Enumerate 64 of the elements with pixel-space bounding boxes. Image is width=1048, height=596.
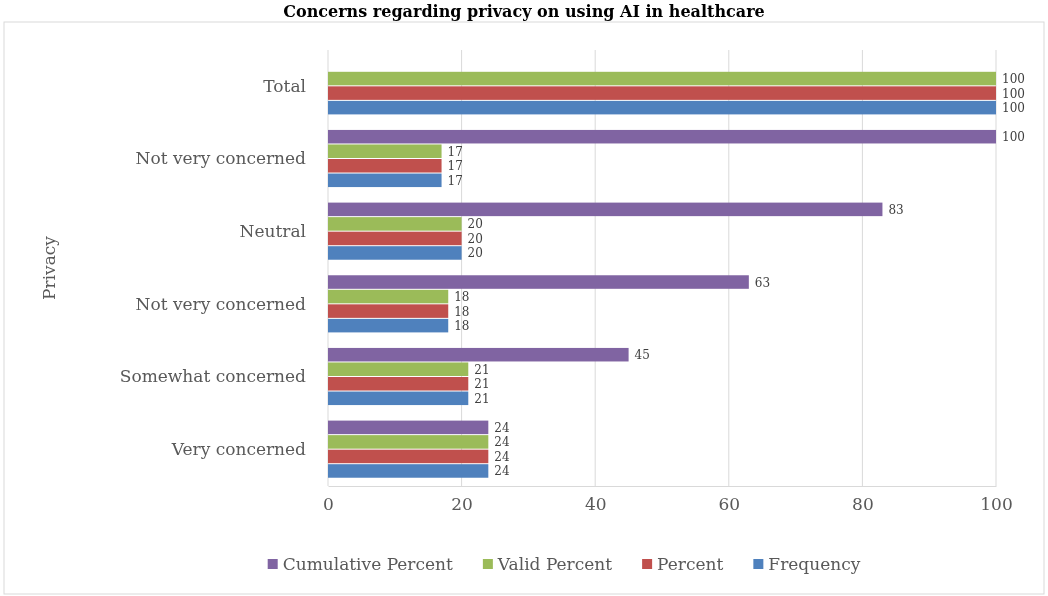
x-tick-label: 80 (852, 494, 874, 515)
x-tick-label: 0 (323, 494, 334, 515)
bar (328, 275, 749, 289)
bar (328, 289, 449, 304)
bar (328, 377, 469, 391)
data-label: 20 (467, 231, 483, 246)
bar (328, 231, 462, 246)
x-tick-label: 40 (584, 494, 607, 515)
bar (328, 217, 462, 231)
legend-label: Cumulative Percent (282, 553, 454, 574)
y-tick-label: Neutral (239, 221, 306, 242)
y-tick-label: Not very concerned (135, 148, 307, 169)
data-label: 21 (474, 362, 490, 377)
data-label: 24 (494, 449, 510, 464)
data-label: 18 (454, 290, 470, 305)
data-label: 83 (888, 202, 904, 217)
bar (328, 464, 489, 478)
data-label: 17 (447, 144, 463, 159)
data-label: 100 (1002, 130, 1025, 145)
data-label: 21 (474, 377, 490, 392)
bar (328, 86, 996, 100)
bar (328, 362, 469, 376)
legend-label: Percent (657, 553, 724, 574)
data-label: 18 (454, 319, 470, 334)
bar (328, 391, 469, 406)
data-label: 17 (447, 173, 463, 188)
data-label: 17 (447, 159, 463, 174)
y-tick-label: Total (263, 75, 306, 96)
bar (328, 202, 883, 217)
data-label: 24 (494, 435, 510, 450)
bar (328, 318, 449, 333)
y-axis-title: Privacy (39, 235, 59, 300)
data-label: 100 (1002, 101, 1025, 116)
data-label: 20 (467, 217, 483, 232)
legend-label: Valid Percent (496, 553, 613, 574)
y-tick-label: Very concerned (170, 439, 307, 460)
data-label: 45 (634, 348, 650, 363)
data-label: 18 (454, 304, 470, 319)
bar (328, 144, 442, 158)
data-label: 100 (1002, 86, 1025, 101)
data-label: 21 (474, 391, 490, 406)
chart-title: Concerns regarding privacy on using AI in healthcare (283, 2, 765, 21)
bar (328, 100, 996, 115)
bar (328, 129, 996, 144)
bar (328, 347, 629, 362)
y-tick-label: Somewhat concerned (119, 366, 307, 387)
bar (328, 435, 489, 449)
data-label: 24 (494, 464, 510, 479)
data-label: 24 (494, 420, 510, 435)
bar (328, 71, 996, 86)
bar (328, 246, 462, 260)
legend-label: Frequency (768, 553, 861, 574)
bar (328, 173, 442, 188)
data-label: 100 (1002, 72, 1025, 87)
x-tick-label: 100 (980, 494, 1013, 515)
y-tick-label: Not very concerned (135, 293, 307, 314)
x-tick-label: 20 (451, 494, 473, 515)
bar (328, 159, 442, 173)
x-tick-label: 60 (718, 494, 741, 515)
bar (328, 304, 449, 318)
bar (328, 449, 489, 464)
bar (328, 420, 489, 435)
data-label: 20 (467, 246, 483, 261)
data-label: 63 (754, 275, 771, 290)
